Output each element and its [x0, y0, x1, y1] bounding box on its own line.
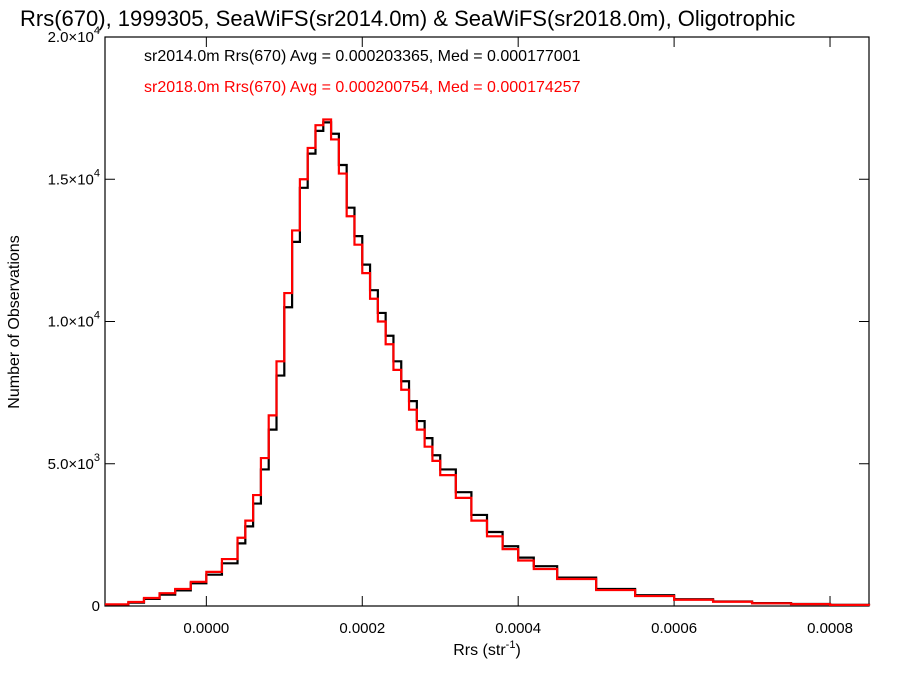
series-line-sr2018 — [105, 118, 871, 607]
x-axis-label-main: Rrs (str — [453, 642, 506, 659]
x-tick-label: 0.0000 — [183, 620, 229, 637]
y-tick-label-exponent: 4 — [94, 25, 100, 37]
y-axis-label: Number of Observations — [6, 235, 23, 408]
y-tick-label-mantissa: 1.5×10 — [48, 171, 94, 188]
y-tick-label-exponent: 3 — [94, 452, 100, 464]
x-axis-ticks: 0.0000 0.0002 0.0004 0.0006 0.0008 — [183, 37, 853, 637]
y-tick-label-mantissa: 1.0×10 — [48, 314, 94, 331]
y-tick-label: 2.0×104 — [48, 25, 100, 46]
x-axis-label: Rrs (str-1) — [453, 639, 521, 659]
y-tick-label: 1.5×104 — [48, 167, 100, 188]
y-tick-label-mantissa: 2.0×10 — [48, 29, 94, 46]
x-axis-label-superscript: -1 — [506, 639, 516, 651]
legend-entry-sr2014: sr2014.0m Rrs(670) Avg = 0.000203365, Me… — [144, 48, 581, 65]
chart-title: Rrs(670), 1999305, SeaWiFS(sr2014.0m) & … — [20, 6, 795, 31]
y-tick-label: 1.0×104 — [48, 310, 100, 331]
y-tick-label-mantissa: 0 — [92, 598, 100, 615]
y-tick-label: 0 — [92, 598, 100, 615]
y-tick-label-exponent: 4 — [94, 310, 100, 322]
legend-entry-sr2018: sr2018.0m Rrs(670) Avg = 0.000200754, Me… — [144, 79, 581, 96]
y-tick-label-exponent: 4 — [94, 167, 100, 179]
x-tick-label: 0.0002 — [339, 620, 385, 637]
y-tick-label-mantissa: 5.0×10 — [48, 456, 94, 473]
x-tick-label: 0.0006 — [651, 620, 697, 637]
y-tick-label: 5.0×103 — [48, 452, 100, 473]
x-axis-label-close: ) — [515, 642, 520, 659]
x-tick-label: 0.0004 — [495, 620, 541, 637]
x-tick-label: 0.0008 — [807, 620, 853, 637]
series-lines — [105, 118, 871, 607]
